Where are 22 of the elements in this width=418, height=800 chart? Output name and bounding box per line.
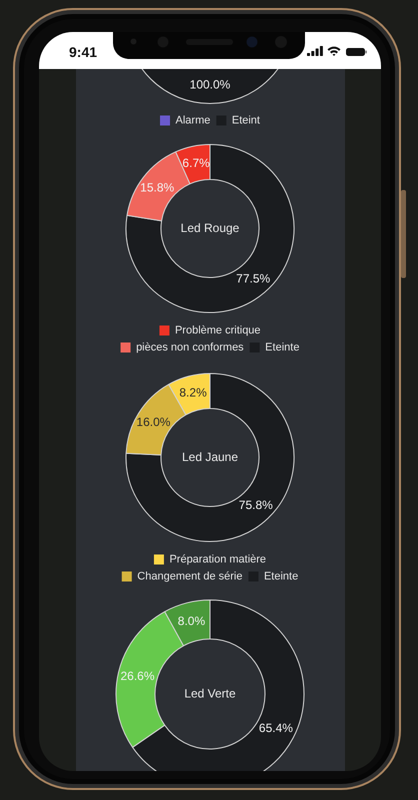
data-label: 75.8% — [238, 498, 274, 512]
data-label: 6.7% — [182, 155, 210, 170]
data-label: 26.6% — [120, 669, 155, 684]
data-label: 65.4% — [258, 720, 294, 735]
text: Led Rouge — [180, 220, 240, 234]
legend-label: Alarme — [176, 114, 210, 126]
text: Led Jaune — [182, 449, 238, 464]
legend-label: Problème critique — [174, 324, 261, 336]
legend-label: pièces non conformes — [136, 341, 244, 354]
data-label: 8.2% — [179, 385, 208, 400]
legend-label: Eteinte — [265, 341, 300, 354]
data-label: 16.0% — [136, 414, 171, 428]
data-label: 15.8% — [140, 180, 175, 194]
text: Led Verte — [184, 686, 236, 700]
data-label: 8.0% — [178, 614, 206, 628]
legend-label: Eteinte — [264, 570, 298, 582]
data-label: 100.0% — [190, 76, 231, 91]
legend-label: Changement de série — [137, 570, 242, 582]
legend-label: Eteint — [232, 114, 260, 126]
data-label: 77.5% — [236, 270, 271, 285]
legend-label: Préparation matière — [169, 553, 266, 566]
text: 9:41 — [69, 43, 98, 61]
